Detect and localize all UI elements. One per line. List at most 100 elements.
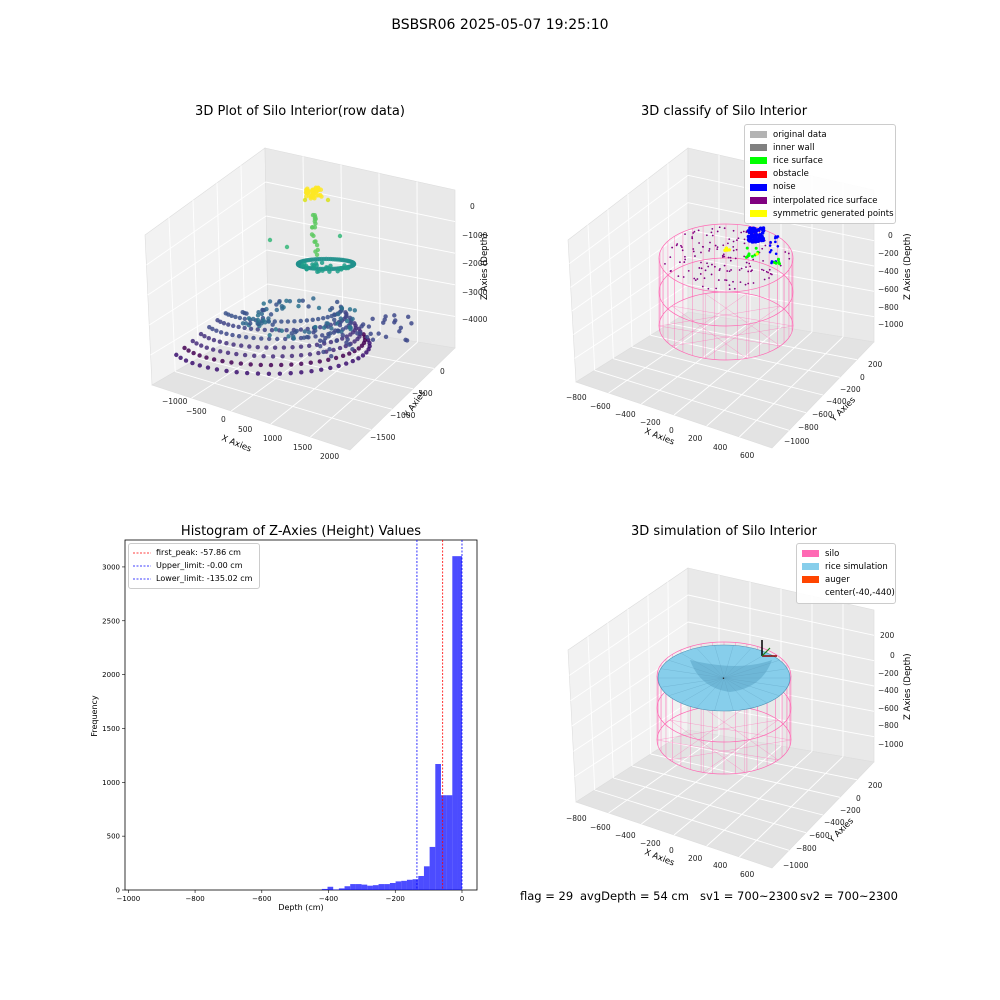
data-point bbox=[289, 353, 295, 359]
interpolated-rice-surface-point bbox=[715, 287, 718, 290]
data-point bbox=[260, 307, 265, 313]
x-tick-label: 0 bbox=[669, 426, 674, 435]
legend-swatch bbox=[750, 183, 767, 191]
data-point bbox=[409, 321, 414, 326]
grid-line bbox=[266, 249, 456, 286]
histogram-bar bbox=[333, 889, 339, 890]
data-point bbox=[345, 265, 351, 271]
noise-point bbox=[755, 239, 759, 243]
legend: silo rice simulation auger center(-40,-4… bbox=[796, 543, 896, 604]
data-point bbox=[326, 357, 331, 362]
data-point bbox=[214, 328, 219, 333]
data-point bbox=[310, 212, 316, 218]
interpolated-rice-surface-point bbox=[694, 279, 697, 282]
data-point bbox=[272, 345, 278, 350]
data-point bbox=[237, 315, 243, 321]
data-point bbox=[320, 268, 325, 273]
x-tick-label: 0 bbox=[221, 415, 226, 424]
x-tick-label: −200 bbox=[640, 839, 661, 848]
interpolated-rice-surface-point bbox=[697, 229, 700, 232]
auger-icon bbox=[761, 640, 777, 657]
data-point bbox=[298, 353, 304, 358]
data-point bbox=[344, 318, 350, 324]
histogram-bar bbox=[429, 846, 436, 890]
data-point bbox=[335, 328, 341, 333]
data-point bbox=[202, 333, 207, 339]
interpolated-rice-surface-point bbox=[680, 244, 682, 247]
silo-wire bbox=[705, 305, 781, 359]
data-point bbox=[333, 355, 339, 361]
data-point bbox=[331, 347, 336, 353]
silo-wire bbox=[703, 707, 779, 761]
z-tick-label: −400 bbox=[878, 267, 899, 276]
x-tick-label: −600 bbox=[590, 823, 611, 832]
data-point bbox=[234, 351, 239, 357]
data-point bbox=[392, 313, 397, 318]
data-point bbox=[194, 341, 199, 346]
silo-wire bbox=[671, 325, 794, 347]
data-point bbox=[309, 232, 315, 237]
y-tick-label: 2500 bbox=[102, 617, 120, 625]
x-tick-label: 400 bbox=[713, 861, 728, 870]
data-point bbox=[320, 315, 326, 321]
noise-point bbox=[757, 227, 761, 232]
histogram-bar bbox=[372, 885, 379, 890]
x-axis-label: X Axies bbox=[220, 434, 253, 455]
histogram-bar bbox=[406, 879, 413, 890]
rice-mesh-line bbox=[723, 677, 780, 696]
interpolated-rice-surface-point bbox=[677, 275, 680, 278]
interpolated-rice-surface-point bbox=[707, 287, 710, 290]
x-tick-label: 0 bbox=[460, 895, 464, 903]
data-point bbox=[296, 298, 302, 303]
data-point bbox=[224, 331, 229, 336]
noise-point bbox=[774, 240, 777, 244]
legend-label: original data bbox=[773, 129, 827, 140]
data-point bbox=[310, 193, 316, 198]
data-point bbox=[279, 362, 284, 368]
grid-line bbox=[270, 335, 381, 425]
data-point bbox=[337, 322, 343, 328]
interpolated-rice-surface-point bbox=[683, 261, 686, 263]
chart-title: Histogram of Z-Axies (Height) Values bbox=[180, 524, 422, 539]
data-point bbox=[318, 324, 323, 330]
interpolated-rice-surface-point bbox=[700, 251, 702, 254]
rice-mesh-line bbox=[723, 645, 734, 679]
data-point bbox=[266, 371, 272, 376]
histogram-bar bbox=[418, 876, 424, 890]
data-point bbox=[274, 302, 279, 307]
data-point bbox=[259, 321, 264, 326]
data-point bbox=[347, 342, 352, 347]
data-point bbox=[361, 332, 366, 337]
interpolated-rice-surface-point bbox=[708, 248, 711, 250]
z-tick-label: −4000 bbox=[462, 315, 488, 324]
legend-item: silo bbox=[802, 547, 890, 560]
interpolated-rice-surface-point bbox=[787, 252, 790, 255]
legend-label: Lower_limit: -135.02 cm bbox=[156, 574, 253, 584]
noise-point bbox=[770, 260, 774, 263]
data-point bbox=[313, 334, 318, 339]
interpolated-rice-surface-point bbox=[669, 270, 672, 273]
interpolated-rice-surface-point bbox=[729, 256, 732, 259]
data-point bbox=[321, 349, 326, 355]
grid-line bbox=[266, 215, 456, 254]
x-axis-label: Depth (cm) bbox=[278, 903, 323, 912]
histogram-bar bbox=[423, 866, 430, 890]
data-point bbox=[231, 342, 236, 347]
interpolated-rice-surface-point bbox=[705, 234, 708, 237]
data-point bbox=[277, 299, 282, 304]
data-point bbox=[300, 298, 305, 303]
interpolated-rice-surface-point bbox=[711, 263, 713, 266]
data-point bbox=[261, 301, 266, 306]
data-point bbox=[236, 334, 242, 339]
histogram-bar bbox=[321, 888, 328, 890]
data-point bbox=[311, 265, 317, 271]
data-point bbox=[325, 324, 331, 329]
data-point bbox=[280, 354, 285, 359]
legend-swatch bbox=[750, 170, 767, 178]
data-point bbox=[329, 326, 334, 331]
legend-label: silo bbox=[825, 548, 840, 559]
z-tick-label: −600 bbox=[878, 704, 899, 713]
interpolated-rice-surface-point bbox=[714, 244, 717, 247]
data-point bbox=[350, 316, 355, 322]
histogram-bar bbox=[389, 883, 396, 890]
